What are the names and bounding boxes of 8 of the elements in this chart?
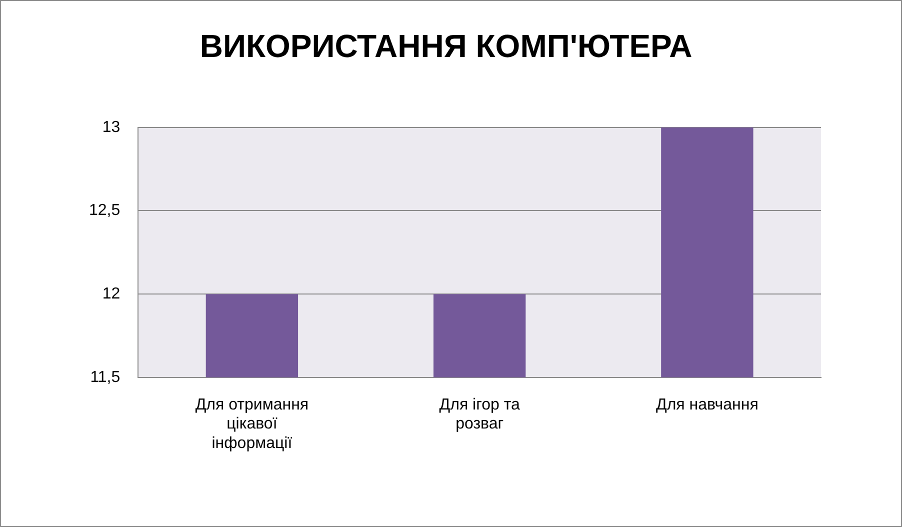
chart-title: ВИКОРИСТАННЯ КОМП'ЮТЕРА — [200, 28, 692, 64]
x-tick-label: Для ігор та розваг — [439, 396, 520, 433]
y-tick-label: 12 — [102, 285, 120, 302]
x-tick-label: Для отримання цікавої інформації — [195, 396, 309, 452]
y-tick-label: 11,5 — [90, 368, 120, 386]
y-tick-label: 13 — [102, 118, 120, 136]
y-tick-label: 12,5 — [89, 202, 120, 220]
x-tick-label: Для навчання — [656, 396, 758, 414]
